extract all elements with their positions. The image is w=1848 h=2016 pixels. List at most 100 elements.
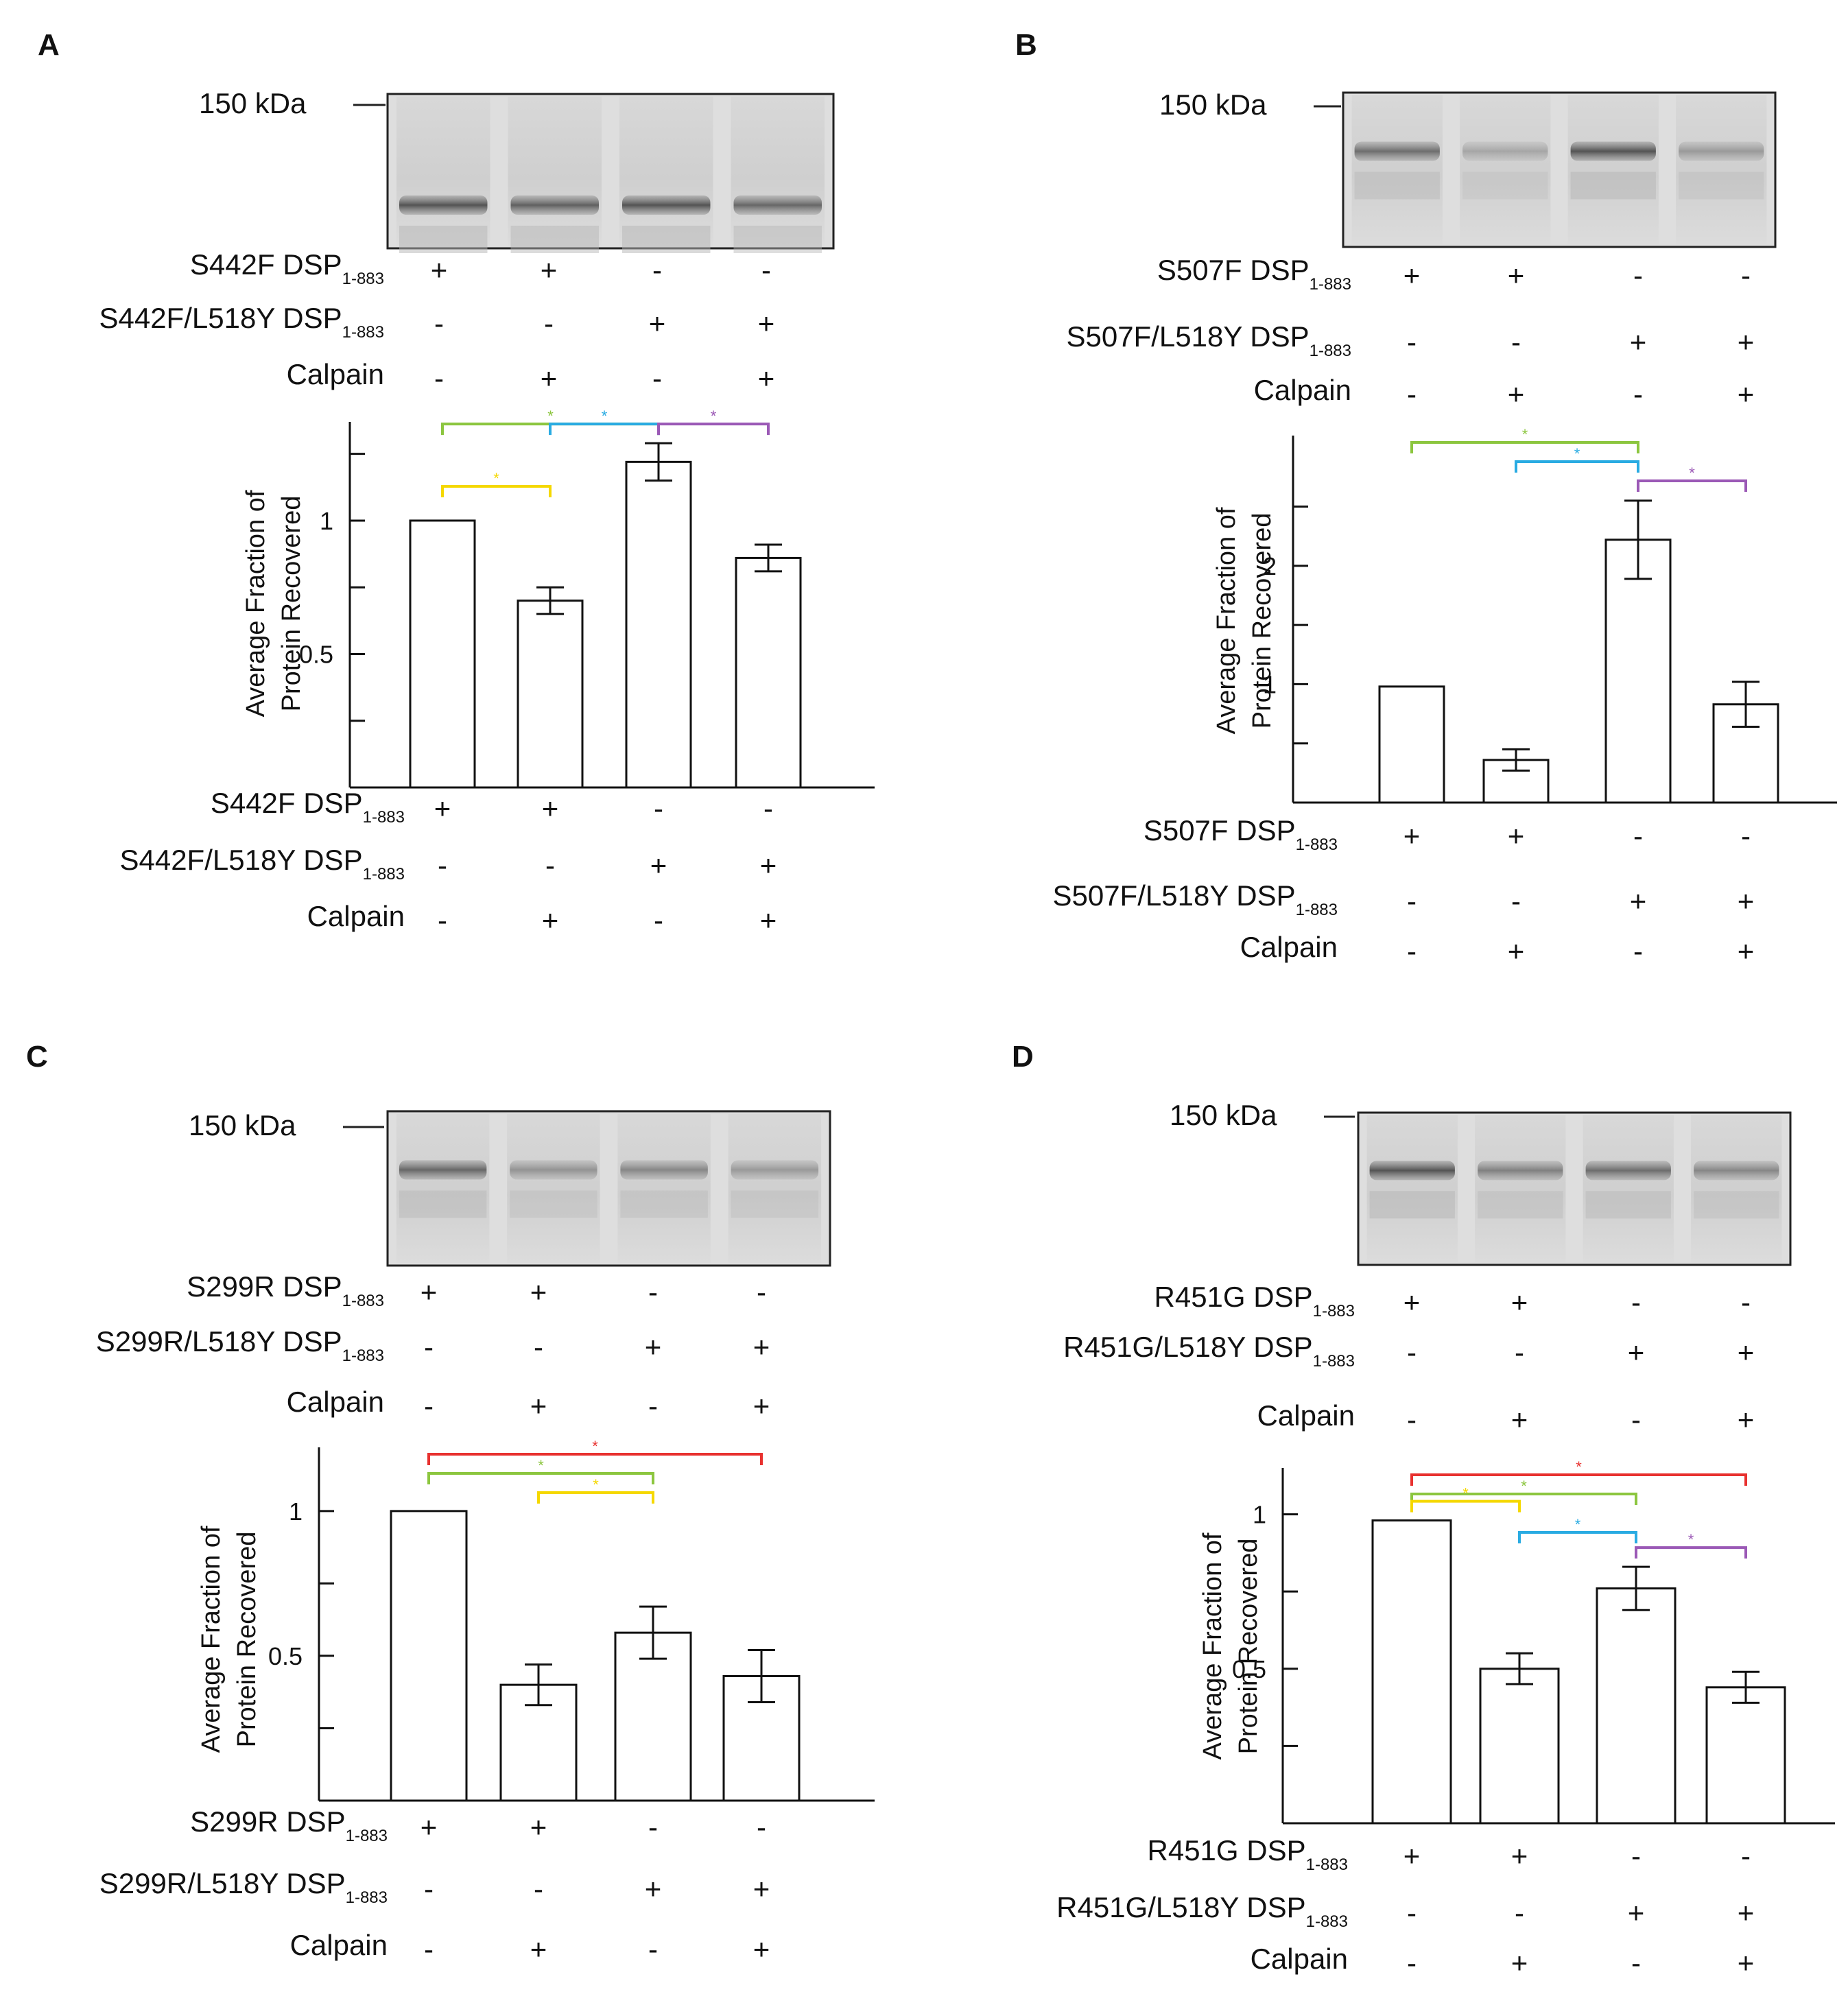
sign-mark: + [760,849,777,881]
sign-mark: - [1631,1840,1641,1872]
gel-band [1679,141,1764,161]
row-label-top: R451G/L518Y DSP1-883 [1063,1331,1355,1371]
gel-lane [507,1114,600,1263]
sign-mark: - [757,1276,766,1308]
gel-lane [1567,95,1659,244]
sign-mark: + [1508,820,1525,852]
sign-mark: + [434,792,451,825]
sign-mark: + [1738,1897,1755,1929]
significance-mark: * [1689,464,1695,482]
row-label-top: Calpain [287,358,384,390]
gel-smear [1462,171,1548,200]
row-label-bottom: S507F/L518Y DSP1-883 [1052,879,1338,919]
significance-mark: * [1688,1531,1694,1548]
significance-mark: * [1462,1485,1469,1502]
sign-mark: - [1515,1336,1524,1368]
sign-mark: - [424,1933,434,1965]
gel-lane [617,1114,711,1263]
row-label-top: Calpain [1257,1399,1355,1432]
row-label-main: Calpain [290,1929,388,1961]
row-label-subscript: 1-883 [1313,1302,1355,1320]
row-label-main: Calpain [307,900,405,932]
y-axis-label: Average Fraction of Protein Recovered [241,490,306,717]
sign-mark: - [1407,1336,1417,1368]
row-label-main: R451G/L518Y DSP [1056,1891,1305,1923]
gel-smear [622,226,711,253]
gel-smear [510,1190,597,1218]
y-axis-label: Average Fraction of Protein Recovered [197,1526,261,1753]
row-label-subscript: 1-883 [342,270,384,288]
significance-mark: * [602,407,608,425]
gel-band [399,195,488,215]
row-label-subscript: 1-883 [1310,342,1351,360]
significance-bracket: * [441,470,552,497]
row-label-main: S442F DSP [211,787,363,819]
gel-smear [620,1190,708,1218]
row-label-main: R451G/L518Y DSP [1063,1331,1312,1363]
row-label-bottom: Calpain [1240,931,1338,963]
significance-bracket: * [427,1457,654,1484]
row-label-subscript: 1-883 [363,865,405,884]
sign-mark: + [753,1331,770,1363]
gel-smear [1694,1191,1779,1219]
sign-mark: - [434,307,444,340]
y-tick-label: 1 [1253,1501,1266,1529]
sign-mark: - [1407,1947,1417,1979]
row-label-bottom: R451G DSP1-883 [1148,1834,1349,1874]
sign-mark: - [545,849,555,881]
sign-mark: + [1511,1947,1528,1979]
sign-mark: - [1741,259,1751,292]
gel-smear [731,1190,819,1218]
row-label-main: S507F DSP [1157,254,1310,286]
bar-1 [409,519,476,789]
y-tick-label: 1 [289,1497,303,1526]
gel-band [1585,1161,1671,1181]
sign-mark: + [1403,820,1421,852]
bracket-line [1410,1473,1747,1486]
row-label-subscript: 1-883 [1313,1352,1355,1371]
significance-mark: * [538,1457,544,1474]
gel-lane [728,1114,822,1263]
sign-mark: + [1738,1947,1755,1979]
gel-lane [1676,95,1767,244]
row-label-subscript: 1-883 [346,1888,388,1907]
row-label-top: S299R DSP1-883 [187,1270,384,1310]
row-label-main: Calpain [287,358,384,390]
kda-label: 150 kDa [199,87,307,119]
sign-mark: - [1511,326,1521,358]
row-label-top: S442F DSP1-883 [190,248,384,288]
row-label-subscript: 1-883 [342,323,384,342]
sign-mark: - [534,1331,543,1363]
row-label-subscript: 1-883 [346,1827,388,1845]
gel-lane [1475,1115,1566,1262]
sign-mark: - [1407,1897,1417,1929]
bar-3 [1604,538,1672,804]
sign-mark: + [1511,1403,1528,1436]
sign-mark: + [649,307,666,340]
row-label-main: S442F/L518Y DSP [99,302,342,334]
gel-smear [1570,171,1656,200]
row-label-bottom: Calpain [1251,1943,1348,1975]
sign-mark: - [652,254,662,286]
sign-mark: - [1407,326,1417,358]
row-label-main: S507F/L518Y DSP [1052,879,1295,912]
sign-mark: - [654,792,663,825]
sign-mark: + [758,307,775,340]
row-label-subscript: 1-883 [1310,275,1351,294]
row-label-main: S507F/L518Y DSP [1066,320,1309,353]
sign-mark: - [648,1811,658,1843]
row-label-main: R451G DSP [1154,1281,1313,1313]
row-label-main: S442F DSP [190,248,342,281]
gel-smear [399,1190,487,1218]
gel-lane [1366,1115,1458,1262]
gel-lane [1351,95,1443,244]
bracket-line [441,485,552,497]
gel-image [386,1110,831,1267]
gel-image [1357,1111,1792,1266]
y-axis-label-line1: Average Fraction of [1198,1532,1227,1759]
bar-3 [625,460,692,789]
gel-lane [508,97,602,246]
sign-mark: - [438,904,447,936]
row-label-top: S507F DSP1-883 [1157,254,1351,294]
